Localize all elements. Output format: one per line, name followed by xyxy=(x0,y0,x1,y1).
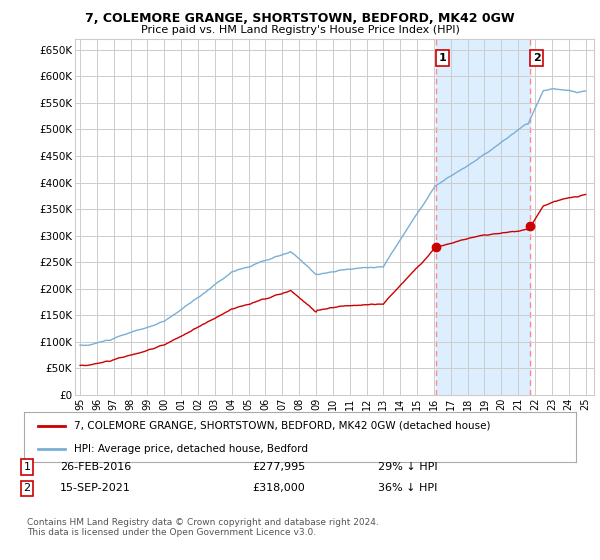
Text: Contains HM Land Registry data © Crown copyright and database right 2024.
This d: Contains HM Land Registry data © Crown c… xyxy=(27,518,379,538)
Text: 7, COLEMORE GRANGE, SHORTSTOWN, BEDFORD, MK42 0GW (detached house): 7, COLEMORE GRANGE, SHORTSTOWN, BEDFORD,… xyxy=(74,421,490,431)
Text: 36% ↓ HPI: 36% ↓ HPI xyxy=(378,483,437,493)
Text: Price paid vs. HM Land Registry's House Price Index (HPI): Price paid vs. HM Land Registry's House … xyxy=(140,25,460,35)
Text: 29% ↓ HPI: 29% ↓ HPI xyxy=(378,462,437,472)
Text: 1: 1 xyxy=(439,53,446,63)
Text: 2: 2 xyxy=(533,53,541,63)
Text: 26-FEB-2016: 26-FEB-2016 xyxy=(60,462,131,472)
Text: HPI: Average price, detached house, Bedford: HPI: Average price, detached house, Bedf… xyxy=(74,445,308,454)
Text: 2: 2 xyxy=(23,483,31,493)
Text: 7, COLEMORE GRANGE, SHORTSTOWN, BEDFORD, MK42 0GW: 7, COLEMORE GRANGE, SHORTSTOWN, BEDFORD,… xyxy=(85,12,515,25)
Bar xyxy=(436,39,530,395)
Text: 15-SEP-2021: 15-SEP-2021 xyxy=(60,483,131,493)
Text: £277,995: £277,995 xyxy=(252,462,305,472)
Text: 1: 1 xyxy=(23,462,31,472)
Text: £318,000: £318,000 xyxy=(252,483,305,493)
